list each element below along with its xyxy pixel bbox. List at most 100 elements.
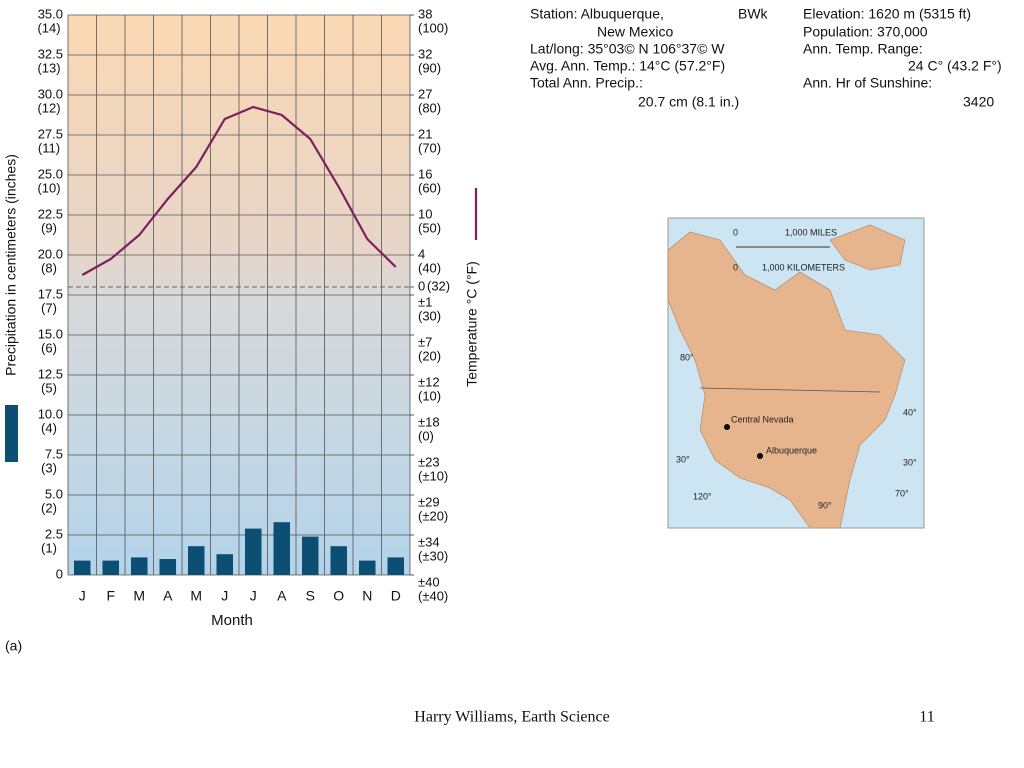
page-number: 11 xyxy=(919,709,934,726)
info-text: BWk xyxy=(738,6,769,22)
y2-tick-label: (±10) xyxy=(418,468,448,483)
border xyxy=(699,387,881,393)
y2-tick-celsius-label: 27 xyxy=(418,86,432,101)
map-label: 40° xyxy=(903,407,917,417)
y2-tick-label: (60) xyxy=(418,180,441,195)
y-tick-label: 17.5 xyxy=(38,286,63,301)
y-tick-inch-label: (7) xyxy=(41,300,57,315)
bar xyxy=(73,560,91,575)
y-tick-label: 15.0 xyxy=(38,326,63,341)
y2-tick-label: (±40) xyxy=(418,588,448,603)
y2-tick-label: (20) xyxy=(418,348,441,363)
legend-label: Precipitation in centimeters (inches) xyxy=(3,154,19,376)
y-tick-inch-label: (10) xyxy=(37,180,60,195)
y2-tick-celsius-label: 16 xyxy=(418,166,432,181)
y-tick-label: 2.5 xyxy=(45,526,63,541)
x-axis-label: Month xyxy=(211,612,253,629)
y-tick-label: 10.0 xyxy=(38,406,63,421)
x-tick-label: J xyxy=(250,588,257,604)
bar xyxy=(358,560,376,575)
map-label: 1,000 MILES xyxy=(785,227,837,237)
y-tick-label: 35.0 xyxy=(38,6,63,21)
info-text: 3420 xyxy=(963,94,994,110)
x-tick-label: D xyxy=(391,588,401,604)
y-tick-label: 5.0 xyxy=(45,486,63,501)
y2-tick-label: (±20) xyxy=(418,508,448,523)
x-tick-label: A xyxy=(163,588,173,604)
info-text: Population: 370,000 xyxy=(803,24,928,40)
map-label: 70° xyxy=(895,488,909,498)
legend-label: Temperature °C (°F) xyxy=(464,261,480,387)
bar xyxy=(187,546,205,575)
map-label: 0 xyxy=(733,227,738,237)
y2-tick-celsius-label: 21 xyxy=(418,126,432,141)
y2-tick-celsius-label: ±12 xyxy=(418,374,440,389)
y2-tick-label: (0) xyxy=(418,428,434,443)
map-label: 80° xyxy=(680,352,694,362)
y-tick-inch-label: (11) xyxy=(38,140,60,155)
y2-tick-label: (100) xyxy=(418,20,448,35)
y2-tick-label: (32) xyxy=(427,278,450,293)
x-tick-label: M xyxy=(133,588,145,604)
y2-tick-celsius-label: ±7 xyxy=(418,334,432,349)
x-tick-label: M xyxy=(190,588,202,604)
station-info: Station: Albuquerque, BWk New Mexico Lat… xyxy=(530,6,1002,110)
map: 0 1,000 MILES 0 1,000 KILOMETERS Central… xyxy=(667,217,925,529)
land xyxy=(829,224,906,271)
map-label: 120° xyxy=(693,491,712,501)
x-tick-label: J xyxy=(79,588,86,604)
info-text: Ann. Hr of Sunshine: xyxy=(803,75,932,91)
info-text: Elevation: 1620 m (5315 ft) xyxy=(803,6,971,22)
y2-tick-label: (10) xyxy=(418,388,441,403)
y2-tick-label: (90) xyxy=(418,60,441,75)
y2-tick-celsius-label: 38 xyxy=(418,6,432,21)
bar xyxy=(330,546,348,575)
info-text: 20.7 cm (8.1 in.) xyxy=(638,94,739,110)
y2-tick-celsius-label: ±1 xyxy=(418,294,432,309)
y2-tick-label: (40) xyxy=(418,260,441,275)
y2-tick-label: (50) xyxy=(418,220,441,235)
y-tick-label: 32.5 xyxy=(38,46,63,61)
y-tick-inch-label: (14) xyxy=(37,20,60,35)
city-dot xyxy=(757,453,763,459)
x-tick-label: A xyxy=(277,588,287,604)
y-tick-inch-label: (8) xyxy=(41,260,57,275)
y-tick-label: 12.5 xyxy=(38,366,63,381)
y-tick-label: 22.5 xyxy=(38,206,63,221)
info-text: Avg. Ann. Temp.: 14°C (57.2°F) xyxy=(530,58,725,74)
map-label: 1,000 KILOMETERS xyxy=(762,262,845,272)
info-text: Ann. Temp. Range: xyxy=(803,41,923,57)
footer-author: Harry Williams, Earth Science xyxy=(414,709,609,726)
map-label: 0 xyxy=(733,262,738,272)
y-tick-inch-label: (2) xyxy=(41,500,57,515)
bar xyxy=(216,554,234,575)
y2-tick-celsius-label: 4 xyxy=(418,246,425,261)
y-tick-inch-label: (12) xyxy=(37,100,60,115)
y2-tick-label: (80) xyxy=(418,100,441,115)
y-tick-label: 20.0 xyxy=(38,246,63,261)
y2-tick-celsius-label: 0 xyxy=(418,278,425,293)
y-tick-label: 25.0 xyxy=(38,166,63,181)
bar xyxy=(102,560,120,575)
annotation: (a) xyxy=(5,638,22,654)
bar xyxy=(130,557,148,575)
info-text: 24 C° (43.2 F°) xyxy=(908,58,1002,74)
y2-tick-celsius-label: ±29 xyxy=(418,494,440,509)
info-text: Total Ann. Precip.: xyxy=(530,75,643,91)
y-tick-inch-label: (4) xyxy=(41,420,57,435)
map-label: 30° xyxy=(903,457,917,467)
y-tick-inch-label: (1) xyxy=(41,540,57,555)
y-tick-label: 0 xyxy=(56,566,63,581)
map-label: 30° xyxy=(676,454,690,464)
bar xyxy=(273,522,291,575)
y-tick-inch-label: (3) xyxy=(41,460,57,475)
y2-tick-celsius-label: 32 xyxy=(418,46,432,61)
bar xyxy=(301,536,319,575)
y2-tick-label: (70) xyxy=(418,140,441,155)
bar xyxy=(159,559,177,575)
x-tick-label: O xyxy=(333,588,344,604)
map-label: Central Nevada xyxy=(731,414,794,424)
y-tick-label: 7.5 xyxy=(45,446,63,461)
map-label: Albuquerque xyxy=(766,445,817,455)
